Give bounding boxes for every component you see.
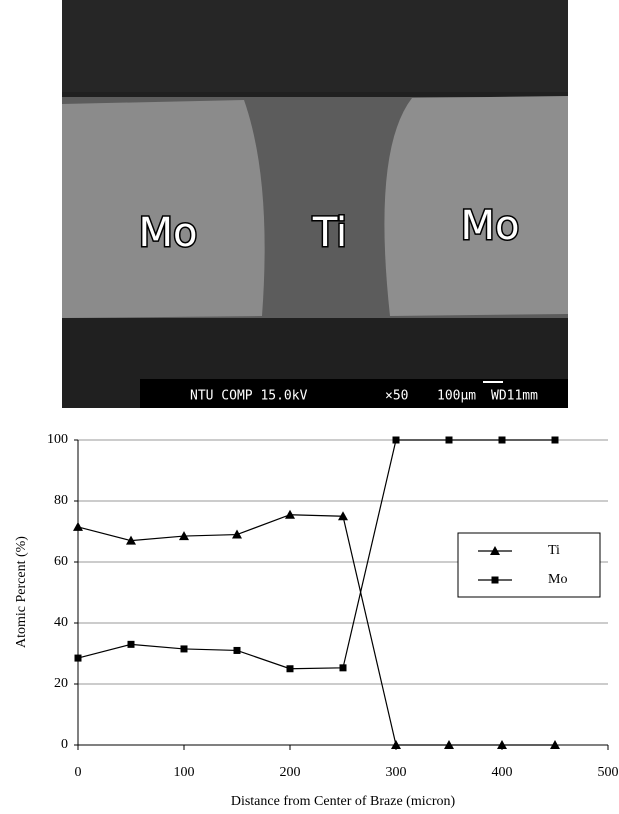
legend-box [457, 532, 601, 598]
phase-label: Mo [461, 203, 520, 249]
x-tick-label: 100 [174, 765, 195, 780]
info-text: ×50 [385, 389, 408, 404]
info-text: NTU COMP 15.0kV [190, 389, 308, 404]
x-tick-label: 500 [598, 765, 619, 780]
marker [232, 529, 242, 539]
marker [286, 665, 294, 673]
mo-right-region [384, 96, 568, 316]
marker [445, 436, 453, 444]
info-text: 100μm [437, 389, 476, 404]
marker [498, 436, 506, 444]
info-text: WD11mm [491, 389, 538, 404]
mo-left-region [62, 100, 265, 318]
marker [73, 521, 83, 531]
y-tick-label: 100 [47, 432, 68, 447]
marker [444, 740, 454, 749]
marker [391, 740, 401, 749]
y-tick-label: 40 [54, 615, 68, 630]
series-line [77, 514, 555, 746]
y-tick-label: 20 [54, 676, 68, 691]
marker [491, 576, 499, 584]
legend-label: Mo [548, 572, 567, 587]
y-tick-label: 80 [54, 493, 68, 508]
phase-label: Ti [312, 210, 347, 256]
y-tick-label: 0 [61, 737, 68, 752]
marker [180, 645, 188, 653]
phase-label: Mo [139, 210, 198, 256]
y-axis-title: Atomic Percent (%) [14, 536, 29, 648]
x-axis-title: Distance from Center of Braze (micron) [231, 794, 456, 809]
marker [392, 436, 400, 444]
marker [127, 640, 135, 648]
marker [339, 664, 347, 672]
marker [285, 509, 295, 519]
marker [74, 654, 82, 662]
marker [550, 740, 560, 749]
marker [338, 511, 348, 521]
top-band [62, 0, 568, 92]
x-tick-label: 0 [75, 765, 82, 780]
y-tick-label: 60 [54, 554, 68, 569]
x-tick-label: 200 [280, 765, 301, 780]
x-tick-label: 400 [492, 765, 513, 780]
marker [233, 646, 241, 654]
x-tick-label: 300 [386, 765, 407, 780]
marker [490, 546, 500, 555]
micrograph: Mo Ti Mo NTU COMP 15.0kV ×50 100μm WD11m… [62, 0, 568, 408]
marker [551, 436, 559, 444]
marker [497, 740, 507, 749]
legend-label: Ti [548, 543, 560, 558]
info-bar [140, 379, 568, 408]
series-line [77, 439, 555, 670]
marker [126, 535, 136, 545]
marker [179, 531, 189, 541]
